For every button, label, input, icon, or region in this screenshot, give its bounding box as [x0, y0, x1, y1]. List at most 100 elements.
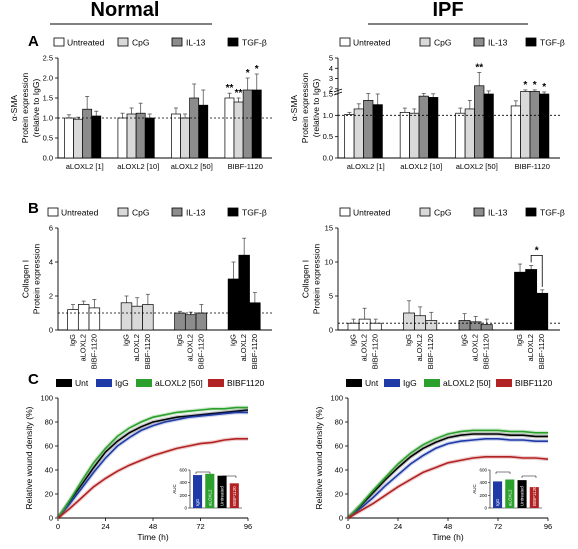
c_ipf-series-line — [347, 429, 548, 519]
legend-swatch-cpg — [117, 207, 129, 217]
a_ipf-y-tick-label: 0.5 — [323, 132, 333, 141]
legend-b-ipf: Untreated CpG IL-13 TGF-β — [339, 207, 565, 218]
c_normal-y-tick-label: 100 — [40, 394, 53, 403]
a_normal-significance-star: ** — [226, 83, 234, 94]
c_normal-series-line — [57, 437, 248, 519]
legend-swatch-il13 — [473, 207, 485, 217]
legend-label-il13: IL-13 — [488, 208, 508, 218]
b_normal-y-tick-label: 0 — [49, 326, 53, 335]
c_ipf-x-tick-label: 0 — [346, 522, 350, 531]
c_ipf-inset-bracket — [495, 471, 511, 474]
b_normal-category-label: IgG — [175, 334, 184, 346]
legend-label-aloxl2: aLOXL2 [50] — [155, 378, 203, 388]
c_normal-inset-y-tick-label: 400 — [179, 480, 187, 485]
legend-label-tgfb: TGF-β — [540, 208, 565, 218]
a_ipf-bar — [344, 114, 355, 159]
b_ipf-category-label: aLOXL2 — [526, 334, 535, 362]
legend-swatch-cpg — [419, 37, 431, 47]
legend-label-il13: IL-13 — [186, 38, 206, 48]
a_normal-bar — [224, 97, 235, 159]
c_ipf-inset-bracket — [521, 475, 537, 478]
a_normal-category-label: aLOXL2 [50] — [171, 162, 213, 171]
legend-label-igg: IgG — [403, 378, 417, 388]
a_ipf-ylabel-0: α-SMA — [289, 95, 299, 121]
b_normal-category-label: aLOXL2 — [239, 334, 248, 362]
panel-label-c: C — [28, 371, 39, 388]
b_ipf-ylabel-0: Collagen I — [301, 260, 311, 298]
b_normal-bar — [227, 278, 240, 331]
c_normal-inset-bar-label: Untreated — [220, 486, 225, 506]
legend-label-untreated: Untreated — [67, 38, 105, 48]
a_normal-y-tick-label: 2.0 — [43, 74, 53, 83]
legend-swatch-aloxl2 — [424, 379, 440, 387]
c_normal-series-line — [57, 409, 249, 519]
a_ipf-bar — [409, 112, 420, 159]
b_ipf-bar — [369, 322, 382, 331]
a_ipf-y-tick-label: 1.0 — [323, 111, 333, 120]
c_normal-y-axis-label: Relative wound density (%) — [24, 406, 34, 509]
c_ipf-x-tick-label: 48 — [444, 522, 452, 531]
c_normal-inset-bar-label: IgG — [195, 498, 200, 506]
a_ipf-y-tick-label: 5 — [329, 54, 333, 63]
b_normal-category-label: aLOXL2 — [79, 334, 88, 362]
a_normal-significance-star: * — [255, 64, 259, 75]
a_ipf-category-label: aLOXL2 [50] — [456, 162, 498, 171]
legend-swatch-unt — [346, 379, 362, 387]
legend-swatch-unt — [56, 379, 72, 387]
b_ipf-significance-bracket — [530, 255, 543, 287]
a_ipf-bar — [539, 93, 550, 159]
a_ipf-bar — [529, 91, 540, 159]
b_normal-ylabel-0: Collagen I — [21, 260, 31, 298]
c_normal-x-tick-label: 72 — [196, 522, 204, 531]
b_normal-category-label: BIBF-1120 — [89, 334, 98, 369]
c_ipf-y-tick-label: 20 — [335, 490, 343, 499]
c_ipf-inset-bar-label: IgG — [495, 498, 500, 506]
c_normal-inset-bar — [193, 475, 203, 508]
c_ipf-inset-bar-label: aLOXL2 — [507, 489, 512, 506]
b_normal-bar — [238, 254, 250, 331]
b_ipf-category-label: aLOXL2 — [360, 334, 369, 362]
legend-swatch-bibf — [496, 379, 512, 387]
legend-label-untreated: Untreated — [61, 208, 99, 218]
legend-swatch-cpg — [419, 207, 431, 217]
b_ipf-category-label: BIBF-1120 — [371, 334, 380, 369]
c_normal-inset-bracket — [195, 471, 211, 474]
a_normal-ylabel-0: α-SMA — [9, 95, 19, 121]
panel-label-a: A — [28, 33, 39, 50]
legend-label-aloxl2: aLOXL2 [50] — [443, 378, 491, 388]
legend-swatch-untreated — [339, 37, 351, 47]
c_ipf-y-tick-label: 100 — [330, 394, 343, 403]
b_normal-bar — [142, 304, 154, 331]
legend-label-tgfb: TGF-β — [540, 38, 565, 48]
c_normal-x-tick-label: 96 — [244, 522, 252, 531]
a_normal-category-label: aLOXL2 [1] — [66, 162, 104, 171]
legend-swatch-il13 — [171, 207, 183, 217]
legend-label-tgfb: TGF-β — [242, 38, 267, 48]
a_normal-bar — [126, 113, 137, 159]
a_normal-bar — [135, 112, 146, 159]
c_normal-x-tick-label: 24 — [101, 522, 109, 531]
b_ipf-bar — [358, 318, 371, 331]
c_normal-x-tick-label: 0 — [56, 522, 60, 531]
a_ipf-category-label: aLOXL2 [10] — [400, 162, 442, 171]
legend-swatch-bibf — [208, 379, 224, 387]
legend-label-tgfb: TGF-β — [242, 208, 267, 218]
b_normal-category-label: BIBF-1120 — [250, 334, 259, 369]
b_ipf-y-tick-label: 0 — [329, 326, 333, 335]
c_normal-y-tick-label: 0 — [49, 514, 53, 523]
a_ipf-category-label: aLOXL2 [1] — [347, 162, 385, 171]
b_ipf-category-label: BIBF-1120 — [426, 334, 435, 369]
b_normal-category-label: IgG — [68, 334, 77, 346]
legend-label-untreated: Untreated — [353, 208, 391, 218]
legend-swatch-igg — [96, 379, 112, 387]
b_normal-bar — [67, 309, 79, 331]
a_ipf-category-label: BIBF-1120 — [515, 162, 550, 171]
a_ipf-bar — [520, 91, 531, 159]
c_ipf-y-tick-label: 40 — [335, 466, 343, 475]
a_ipf-y-tick-label: 0.0 — [323, 154, 333, 163]
c_normal-y-tick-label: 20 — [45, 490, 53, 499]
b_ipf-significance-star: * — [535, 245, 539, 256]
c_normal-inset-bar — [229, 483, 239, 508]
c_normal-x-tick-label: 48 — [149, 522, 157, 531]
